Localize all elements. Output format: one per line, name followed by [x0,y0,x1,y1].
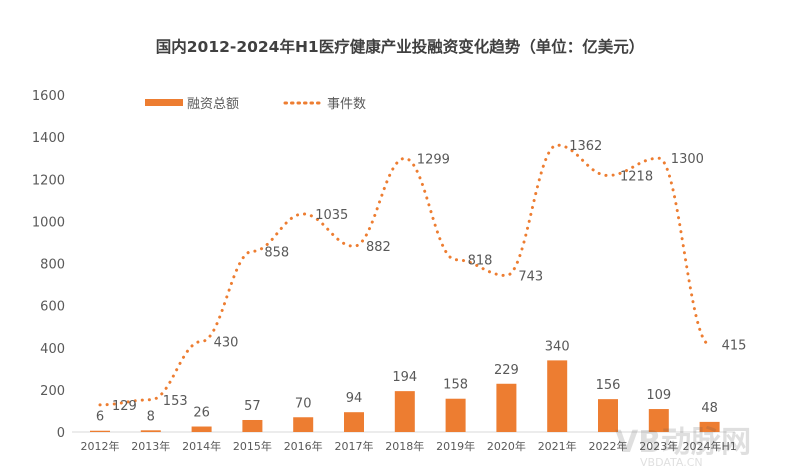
watermark-url: VBDATA.CN [640,456,703,469]
line-data-label: 1299 [417,152,450,167]
line-data-label: 430 [214,335,239,350]
bar [598,399,618,432]
x-tick-label: 2012年 [81,439,120,453]
bar [191,426,212,432]
x-tick-label: 2022年 [589,439,628,453]
legend-bar-swatch [145,99,183,106]
legend-line-label: 事件数 [327,97,366,112]
line-data-label: 1300 [671,152,704,167]
line-data-label: 818 [468,254,493,269]
y-tick-label: 1400 [32,131,65,146]
line-series: 129 153 430 858 1035 882 1299 818 743 1362 1218 130… [98,139,747,414]
x-axis: 2012年 2013年 2014年 2015年 2016年 2017年 2018年 2019年… [81,439,737,453]
bar-data-label: 8 [147,409,155,424]
bar-data-label: 158 [443,378,468,393]
chart-title: 国内2012-2024年H1医疗健康产业投融资变化趋势（单位：亿美元） [156,37,644,56]
x-tick-label: 2015年 [233,439,272,453]
x-tick-label: 2016年 [284,439,323,453]
line-data-label: 153 [163,394,188,409]
line-data-label: 415 [722,339,747,354]
y-axis: 0 200 400 600 800 1000 1200 1400 1600 [32,89,735,441]
y-tick-label: 600 [40,300,65,315]
y-tick-label: 1000 [32,215,65,230]
y-tick-label: 200 [40,384,65,399]
bar-data-label: 70 [295,396,312,411]
y-tick-label: 400 [40,342,65,357]
x-tick-label: 2024年H1 [682,439,736,453]
bar-data-label: 340 [545,339,570,354]
x-tick-label: 2021年 [538,439,577,453]
line-data-label: 882 [366,240,391,255]
bar [648,409,669,432]
bar-data-label: 94 [346,391,363,406]
bar-data-label: 229 [494,363,519,378]
bar-data-label: 109 [646,388,671,403]
y-tick-label: 1600 [32,89,65,104]
line-data-label: 858 [264,245,289,260]
bar [242,419,263,432]
legend: 融资总额 事件数 [145,97,366,112]
bars: 6 8 26 57 70 94 194 158 229 340 156 109 48 [90,339,720,432]
y-tick-label: 1200 [32,173,65,188]
x-tick-label: 2014年 [182,439,221,453]
bar-data-label: 48 [701,401,718,416]
x-tick-label: 2019年 [436,439,475,453]
line-path [98,143,712,407]
bar-data-label: 156 [596,378,621,393]
bar [293,417,314,432]
x-tick-label: 2020年 [487,439,526,453]
line-data-label: 129 [112,399,137,414]
y-tick-label: 800 [40,258,65,273]
bar-data-label: 57 [244,399,261,414]
bar-data-label: 26 [193,406,210,421]
bar [90,430,110,432]
legend-bar-label: 融资总额 [187,97,239,112]
bar [140,430,161,432]
x-tick-label: 2018年 [385,439,424,453]
bar [699,421,720,432]
line-data-label: 743 [518,270,543,285]
bar-data-label: 6 [96,410,104,425]
bar [344,412,364,432]
x-tick-label: 2017年 [335,439,374,453]
x-tick-label: 2013年 [131,439,170,453]
bar [547,360,568,432]
bar-data-label: 194 [392,370,417,385]
line-data-label: 1218 [620,169,653,184]
watermark-logo: VB动脉网 [615,425,751,460]
watermark: VB动脉网 VBDATA.CN [615,425,751,469]
x-tick-label: 2023年 [639,439,678,453]
line-data-label: 1362 [569,139,602,154]
bar [394,391,415,432]
line-data-label: 1035 [315,208,348,223]
bar [496,383,517,432]
bar [445,398,466,432]
y-tick-label: 0 [57,426,65,441]
